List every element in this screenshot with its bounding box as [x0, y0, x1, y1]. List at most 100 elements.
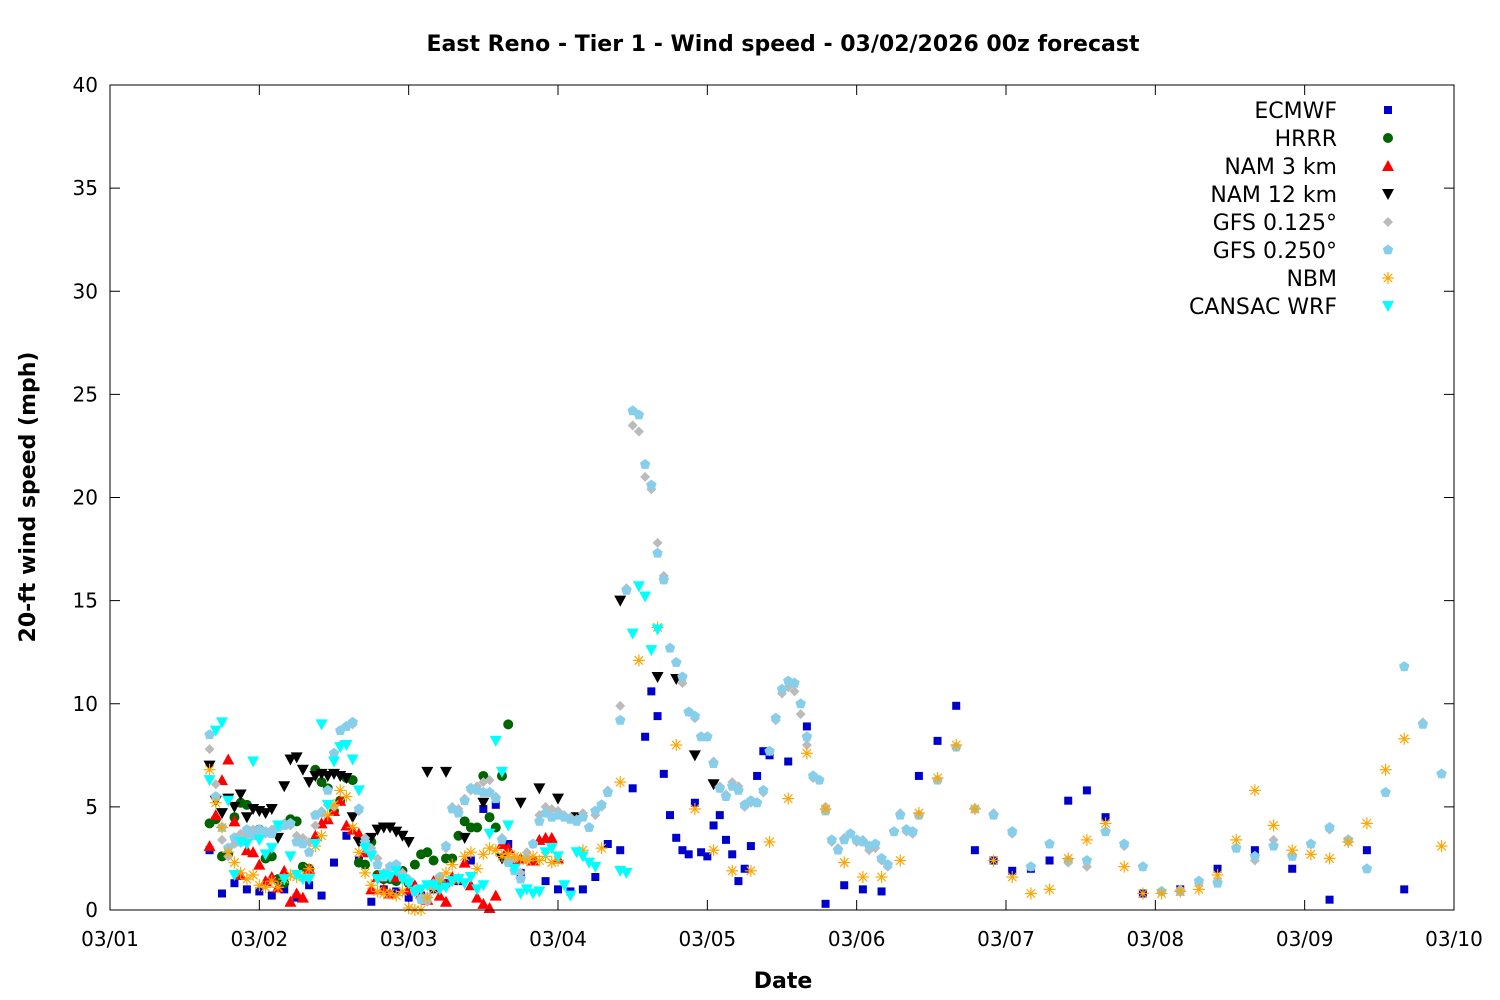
data-point — [459, 795, 470, 806]
data-point — [352, 827, 365, 839]
data-point — [352, 785, 365, 797]
data-point — [603, 840, 612, 848]
data-point — [1361, 863, 1373, 874]
data-point — [458, 832, 471, 844]
legend-label: NBM — [1286, 267, 1337, 292]
legend-marker — [1382, 301, 1394, 312]
x-tick-label: 03/07 — [977, 927, 1035, 951]
data-point — [296, 891, 309, 903]
data-point — [621, 584, 632, 595]
data-point — [888, 826, 900, 837]
data-point — [702, 731, 713, 742]
data-point — [840, 881, 849, 890]
y-tick-label: 25 — [73, 382, 98, 406]
data-point — [464, 872, 477, 883]
y-tick-label: 5 — [85, 795, 98, 819]
data-point — [453, 807, 464, 818]
data-point — [1193, 875, 1205, 886]
data-point — [234, 789, 247, 801]
data-point — [534, 815, 545, 826]
data-point — [247, 868, 260, 881]
data-point — [297, 838, 309, 849]
legend-label: GFS 0.250° — [1213, 239, 1337, 264]
data-point — [204, 729, 215, 740]
data-point — [744, 864, 757, 877]
data-point — [1323, 852, 1336, 865]
data-point — [545, 831, 558, 843]
data-point — [1379, 763, 1392, 776]
data-point — [645, 645, 658, 657]
data-point — [987, 854, 1000, 867]
data-point — [895, 809, 906, 820]
data-point — [290, 752, 303, 764]
data-point — [502, 842, 515, 854]
data-point — [514, 852, 527, 865]
data-point — [641, 732, 650, 741]
data-point — [670, 739, 683, 751]
data-point — [970, 846, 979, 855]
data-point — [583, 822, 595, 832]
data-point — [310, 820, 321, 831]
data-point — [746, 842, 755, 851]
legend-marker — [1382, 189, 1394, 200]
data-point — [415, 884, 428, 896]
data-point — [259, 875, 272, 887]
data-point — [490, 793, 501, 804]
data-point — [1380, 786, 1391, 797]
data-point — [734, 877, 743, 886]
y-tick-label: 40 — [73, 73, 98, 97]
data-point — [858, 885, 867, 894]
data-point — [1211, 868, 1224, 881]
data-point — [627, 420, 638, 431]
data-point — [404, 893, 413, 902]
data-point — [697, 848, 706, 857]
data-point — [359, 843, 372, 855]
data-point — [396, 874, 409, 886]
data-point — [722, 835, 730, 844]
data-point — [728, 850, 737, 859]
y-tick-label: 30 — [73, 279, 98, 303]
data-point — [440, 766, 452, 778]
data-point — [1192, 883, 1205, 896]
data-point — [589, 861, 602, 873]
data-point — [740, 864, 749, 873]
data-point — [204, 744, 215, 755]
data-point — [216, 717, 228, 729]
data-point — [290, 887, 303, 899]
data-point — [795, 709, 806, 720]
data-point — [242, 885, 251, 894]
legend-label: ECMWF — [1254, 99, 1337, 124]
data-point — [639, 591, 652, 603]
data-point — [285, 817, 296, 828]
data-point — [570, 847, 583, 859]
data-point — [440, 895, 452, 907]
data-point — [328, 756, 340, 768]
data-point — [247, 846, 260, 858]
legend-label: GFS 0.125° — [1213, 211, 1337, 236]
data-point — [347, 775, 358, 786]
data-point — [334, 794, 347, 806]
data-point — [514, 888, 527, 900]
data-point — [733, 784, 744, 795]
data-point — [770, 712, 781, 723]
legend-marker — [1384, 106, 1392, 114]
data-point — [1062, 852, 1075, 865]
data-point — [247, 756, 260, 768]
data-point — [1249, 850, 1261, 861]
data-point — [789, 686, 800, 697]
data-points — [203, 405, 1448, 916]
data-point — [309, 839, 322, 850]
data-point — [520, 884, 533, 896]
data-point — [209, 796, 222, 809]
data-point — [1399, 661, 1410, 672]
data-point — [484, 775, 495, 786]
data-point — [222, 753, 235, 765]
data-point — [265, 803, 278, 815]
data-point — [596, 799, 607, 810]
data-point — [801, 731, 813, 742]
data-point — [452, 874, 465, 886]
data-point — [203, 840, 216, 852]
data-point — [838, 856, 851, 869]
data-point — [477, 897, 490, 909]
data-point — [428, 855, 439, 866]
